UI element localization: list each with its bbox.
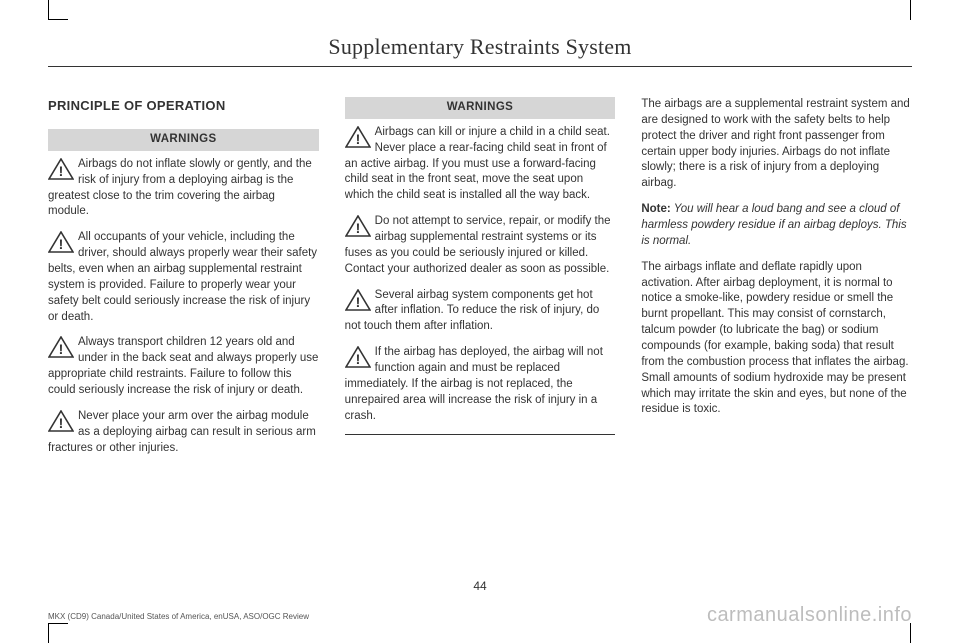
- warning-text: Always transport children 12 years old a…: [48, 336, 318, 396]
- body-paragraph: The airbags inflate and deflate rapidly …: [641, 260, 912, 419]
- svg-text:!: !: [59, 236, 64, 252]
- warning-icon: !: [345, 289, 371, 311]
- warning-text: Do not attempt to service, repair, or mo…: [345, 215, 611, 275]
- svg-text:!: !: [355, 220, 360, 236]
- crop-mark-tl: [48, 0, 68, 20]
- warning-item: ! Several airbag system components get h…: [345, 288, 616, 336]
- page-number: 44: [0, 579, 960, 593]
- note-paragraph: Note: You will hear a loud bang and see …: [641, 202, 912, 250]
- warning-text: Airbags can kill or injure a child in a …: [345, 126, 610, 201]
- warning-icon: !: [48, 231, 74, 253]
- warning-icon: !: [345, 126, 371, 148]
- svg-text:!: !: [59, 163, 64, 179]
- content-columns: PRINCIPLE OF OPERATION WARNINGS ! Airbag…: [48, 97, 912, 466]
- section-heading: PRINCIPLE OF OPERATION: [48, 97, 319, 115]
- warning-icon: !: [345, 346, 371, 368]
- warnings-bar: WARNINGS: [345, 97, 616, 119]
- crop-mark-bl: [48, 623, 68, 643]
- warning-text: All occupants of your vehicle, including…: [48, 231, 317, 322]
- svg-text:!: !: [355, 351, 360, 367]
- warning-text: Several airbag system components get hot…: [345, 289, 600, 333]
- svg-text:!: !: [59, 415, 64, 431]
- warning-item: ! Airbags can kill or injure a child in …: [345, 125, 616, 204]
- manual-page: Supplementary Restraints System PRINCIPL…: [0, 0, 960, 643]
- warning-text: Airbags do not inflate slowly or gently,…: [48, 158, 312, 218]
- column-3: The airbags are a supplemental restraint…: [641, 97, 912, 466]
- crop-mark-tr: [910, 0, 912, 20]
- column-2: WARNINGS ! Airbags can kill or injure a …: [345, 97, 616, 466]
- note-label: Note:: [641, 203, 670, 215]
- warning-item: ! Do not attempt to service, repair, or …: [345, 214, 616, 277]
- warning-item: ! All occupants of your vehicle, includi…: [48, 230, 319, 325]
- body-paragraph: The airbags are a supplemental restraint…: [641, 97, 912, 192]
- warning-text: If the airbag has deployed, the airbag w…: [345, 346, 603, 421]
- warning-icon: !: [345, 215, 371, 237]
- page-title: Supplementary Restraints System: [48, 34, 912, 67]
- note-text: You will hear a loud bang and see a clou…: [641, 203, 906, 247]
- divider: [345, 434, 616, 435]
- svg-text:!: !: [59, 341, 64, 357]
- footer-info: MKX (CD9) Canada/United States of Americ…: [48, 612, 309, 621]
- svg-text:!: !: [355, 294, 360, 310]
- column-1: PRINCIPLE OF OPERATION WARNINGS ! Airbag…: [48, 97, 319, 466]
- warning-icon: !: [48, 336, 74, 358]
- warning-text: Never place your arm over the airbag mod…: [48, 410, 316, 454]
- warning-item: ! Always transport children 12 years old…: [48, 335, 319, 398]
- warnings-bar: WARNINGS: [48, 129, 319, 151]
- warning-item: ! Never place your arm over the airbag m…: [48, 409, 319, 457]
- warning-item: ! Airbags do not inflate slowly or gentl…: [48, 157, 319, 220]
- warning-icon: !: [48, 158, 74, 180]
- svg-text:!: !: [355, 131, 360, 147]
- watermark: carmanualsonline.info: [707, 604, 912, 627]
- warning-icon: !: [48, 410, 74, 432]
- warning-item: ! If the airbag has deployed, the airbag…: [345, 345, 616, 424]
